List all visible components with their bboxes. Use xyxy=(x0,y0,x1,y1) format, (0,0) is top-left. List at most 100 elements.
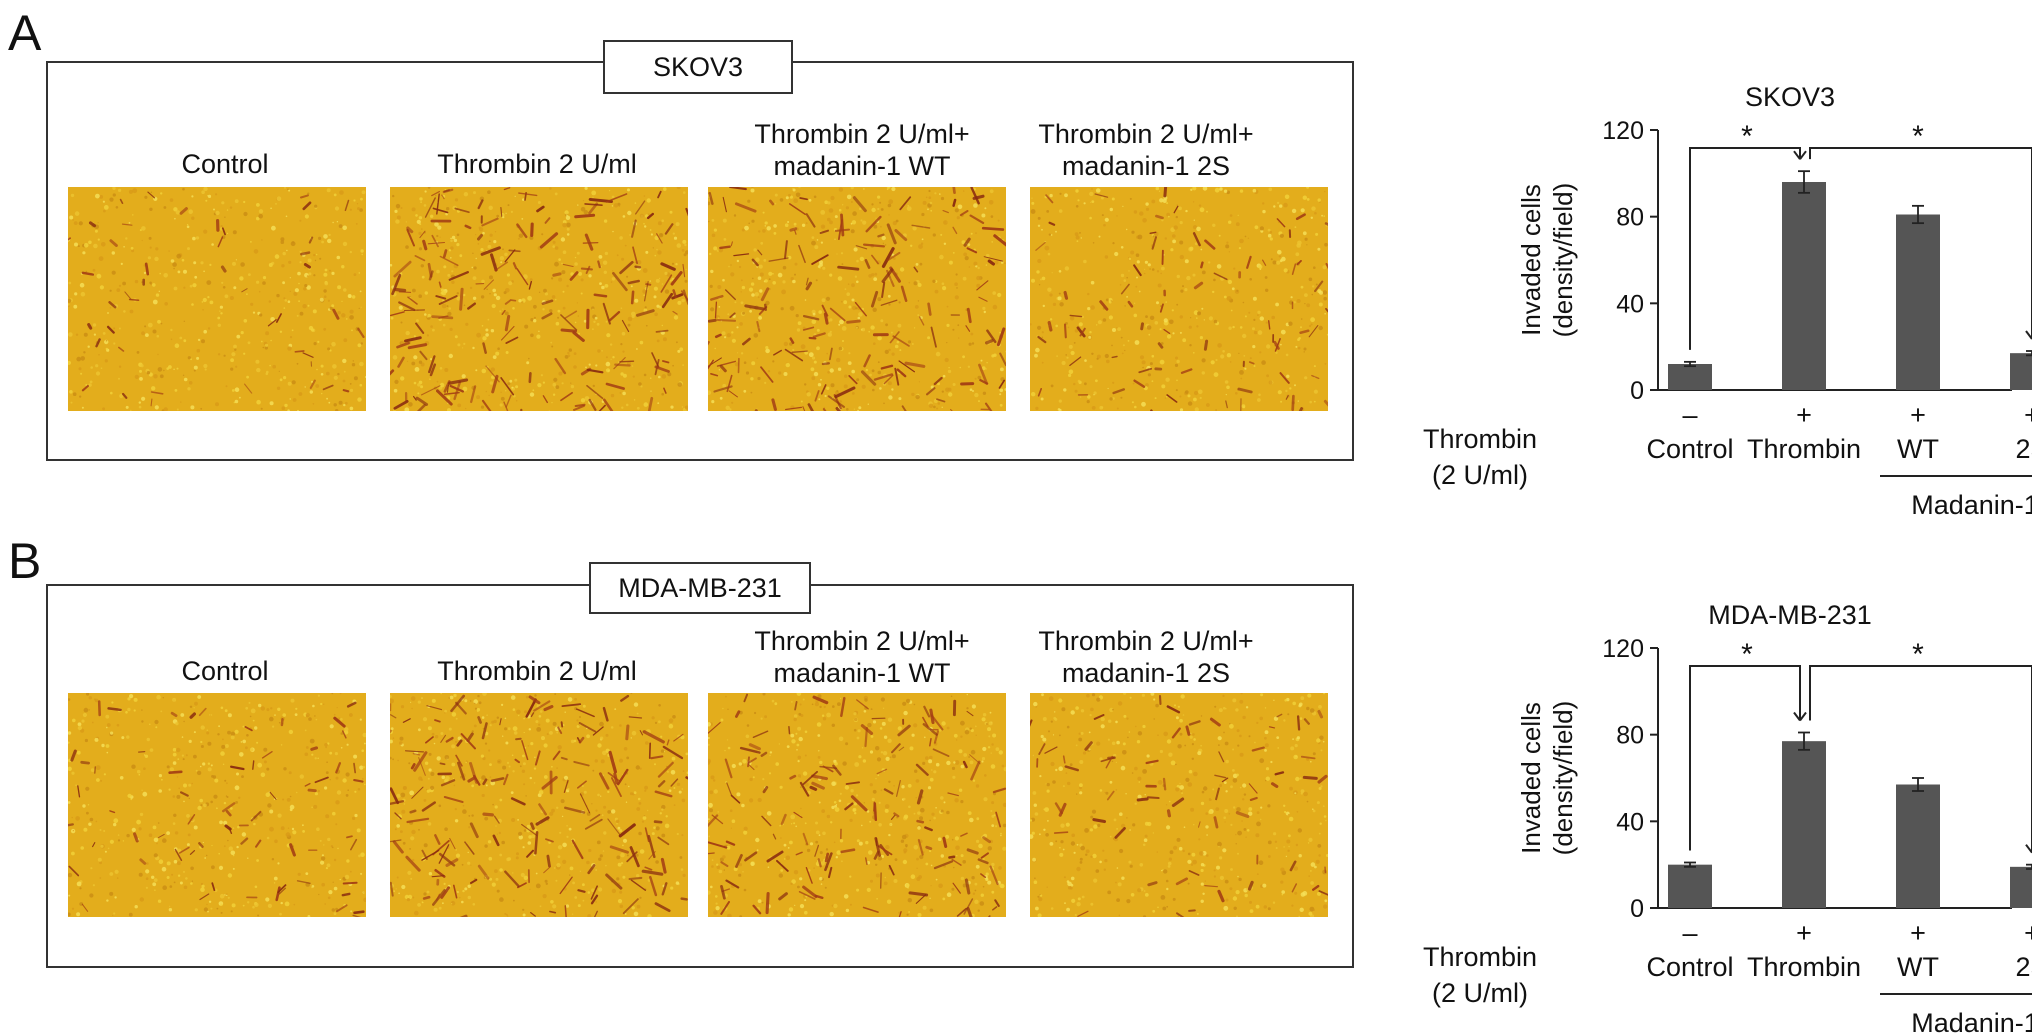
x-category-label: 2S xyxy=(2015,434,2032,464)
significance-asterisk: * xyxy=(1912,120,1924,153)
panel-letter-a: A xyxy=(8,5,42,61)
label-line: madanin-1 2S xyxy=(1061,658,1231,688)
panel-a-cell-line-title: SKOV3 xyxy=(603,40,793,94)
y-tick-label: 40 xyxy=(1616,290,1644,318)
label-line: madanin-1 2S xyxy=(1061,151,1231,181)
panel-a-label-control: Control xyxy=(75,148,375,180)
y-tick-label: 0 xyxy=(1630,377,1644,405)
bracket-arrow xyxy=(2025,330,2032,340)
y-tick-label: 120 xyxy=(1602,117,1644,145)
panel-a-label-thrombin: Thrombin 2 U/ml xyxy=(387,148,687,180)
panel-a-label-thrombin-wt: Thrombin 2 U/ml+ madanin-1 WT xyxy=(712,118,1012,182)
bar xyxy=(1782,182,1826,390)
label-line: Thrombin 2 U/ml+ xyxy=(754,626,970,656)
panel-b-label-thrombin: Thrombin 2 U/ml xyxy=(387,655,687,687)
panel-a-micrograph-thrombin xyxy=(390,187,688,411)
panel-a-micrograph-thrombin-2s xyxy=(1030,187,1328,411)
y-tick-label: 80 xyxy=(1616,722,1644,750)
label-line: Control xyxy=(181,149,269,179)
group-label: Madanin-1 xyxy=(1911,1008,2032,1034)
thrombin-sign: + xyxy=(2024,400,2032,430)
bar xyxy=(1668,364,1712,390)
micrograph-texture xyxy=(1030,187,1328,411)
panel-b-label-control: Control xyxy=(75,655,375,687)
y-tick-label: 40 xyxy=(1616,808,1644,836)
significance-bracket xyxy=(1809,147,2032,339)
y-axis-label: Invaded cells(density/field) xyxy=(1516,701,1578,856)
micrograph-texture xyxy=(390,693,688,917)
label-line: Thrombin 2 U/ml+ xyxy=(754,119,970,149)
label-line: Thrombin 2 U/ml xyxy=(437,656,637,686)
thrombin-sign: – xyxy=(1682,918,1697,948)
label-line: Thrombin 2 U/ml+ xyxy=(1038,119,1254,149)
significance-asterisk: * xyxy=(1741,638,1753,671)
panel-b-label-thrombin-2s: Thrombin 2 U/ml+ madanin-1 2S xyxy=(996,625,1296,689)
bracket-arrow xyxy=(1793,711,1801,722)
y-axis-label-line: Invaded cells xyxy=(1516,702,1546,854)
y-axis-label-line: (density/field) xyxy=(1548,183,1578,338)
x-category-label: Control xyxy=(1646,434,1733,464)
x-category-label: 2S xyxy=(2015,952,2032,982)
thrombin-sign: + xyxy=(2024,918,2032,948)
micrograph-texture xyxy=(68,187,366,411)
significance-bracket xyxy=(1809,665,2032,853)
y-axis-label-line: Invaded cells xyxy=(1516,184,1546,336)
thrombin-sign: + xyxy=(1910,400,1926,430)
bracket-arrow xyxy=(1799,711,1807,722)
bracket-arrow xyxy=(1799,150,1807,160)
label-line: Control xyxy=(181,656,269,686)
x-category-label: Control xyxy=(1646,952,1733,982)
panel-b-label-thrombin-wt: Thrombin 2 U/ml+ madanin-1 WT xyxy=(712,625,1012,689)
y-tick-label: 120 xyxy=(1602,635,1644,663)
chart-title: MDA-MB-231 xyxy=(1708,600,1872,630)
bar xyxy=(1668,864,1712,908)
y-tick-label: 80 xyxy=(1616,204,1644,232)
panel-letter-b: B xyxy=(8,533,42,589)
panel-b-micrograph-thrombin-wt xyxy=(708,693,1006,917)
thrombin-sign: + xyxy=(1796,400,1812,430)
bracket-arrow xyxy=(1793,150,1801,160)
micrograph-texture xyxy=(708,187,1006,411)
panel-b-micrograph-control xyxy=(68,693,366,917)
micrograph-texture xyxy=(1030,693,1328,917)
x-category-label: WT xyxy=(1897,952,1939,982)
chart-title: SKOV3 xyxy=(1745,82,1835,112)
significance-asterisk: * xyxy=(1912,638,1924,671)
significance-asterisk: * xyxy=(1741,120,1753,153)
bracket-arrow xyxy=(2025,844,2032,854)
panel-a-invasion-bar-chart: SKOV3 Invaded cells(density/field) 0 40 80 12… xyxy=(1423,82,2032,520)
row-label-line: (2 U/ml) xyxy=(1432,978,1528,1008)
group-label: Madanin-1 xyxy=(1911,490,2032,520)
thrombin-sign: + xyxy=(1910,918,1926,948)
micrograph-texture xyxy=(708,693,1006,917)
label-line: Thrombin 2 U/ml+ xyxy=(1038,626,1254,656)
significance-bracket xyxy=(1689,147,1801,350)
x-category-label: Thrombin xyxy=(1747,434,1861,464)
panel-a-micrograph-thrombin-wt xyxy=(708,187,1006,411)
thrombin-sign: – xyxy=(1682,400,1697,430)
bar xyxy=(1896,214,1940,390)
label-line: Thrombin 2 U/ml xyxy=(437,149,637,179)
panel-b-invasion-bar-chart: MDA-MB-231 Invaded cells(density/field) 0 4… xyxy=(1423,600,2032,1034)
micrograph-texture xyxy=(68,693,366,917)
row-label-line: (2 U/ml) xyxy=(1432,460,1528,490)
row-label-line: Thrombin xyxy=(1423,942,1537,972)
panel-a-label-thrombin-2s: Thrombin 2 U/ml+ madanin-1 2S xyxy=(996,118,1296,182)
y-axis-label: Invaded cells(density/field) xyxy=(1516,183,1578,338)
bar xyxy=(1782,741,1826,908)
label-line: madanin-1 WT xyxy=(773,151,951,181)
panel-b-cell-line-title: MDA-MB-231 xyxy=(589,562,811,614)
row-label-line: Thrombin xyxy=(1423,424,1537,454)
y-axis-label-line: (density/field) xyxy=(1548,701,1578,856)
panel-a-micrograph-control xyxy=(68,187,366,411)
y-tick-label: 0 xyxy=(1630,895,1644,923)
micrograph-texture xyxy=(390,187,688,411)
label-line: madanin-1 WT xyxy=(773,658,951,688)
thrombin-sign: + xyxy=(1796,918,1812,948)
x-category-label: Thrombin xyxy=(1747,952,1861,982)
x-category-label: WT xyxy=(1897,434,1939,464)
significance-bracket xyxy=(1689,665,1801,851)
bar xyxy=(2010,353,2032,390)
bar xyxy=(2010,866,2032,908)
panel-b-micrograph-thrombin-2s xyxy=(1030,693,1328,917)
